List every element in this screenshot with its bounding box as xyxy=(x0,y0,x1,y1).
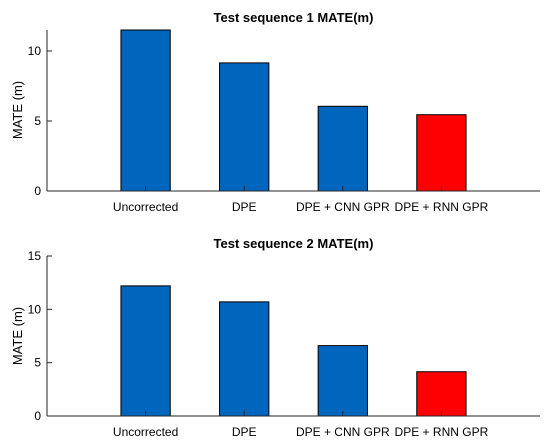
x-tick-label: Uncorrected xyxy=(113,425,178,439)
bar-dpe-rnn-gpr xyxy=(416,114,467,192)
x-tick-label: DPE + RNN GPR xyxy=(395,425,489,439)
x-tick-label: DPE + CNN GPR xyxy=(296,425,390,439)
x-tick-label: DPE xyxy=(232,200,257,214)
chart-title: Test sequence 1 MATE(m) xyxy=(214,10,374,25)
y-tick-label: 0 xyxy=(34,184,41,198)
bar-dpe-cnn-gpr xyxy=(317,105,368,192)
bar-dpe xyxy=(219,62,270,192)
x-tick-label: DPE + RNN GPR xyxy=(395,200,489,214)
x-tick-label: DPE + CNN GPR xyxy=(296,200,390,214)
y-tick-label: 0 xyxy=(34,409,41,423)
chart-panel-2: Test sequence 2 MATE(m) 0 5 10 15 Uncorrected… xyxy=(10,236,540,439)
bar-dpe-rnn-gpr xyxy=(416,371,467,417)
bar-uncorrected xyxy=(120,29,171,192)
bar-dpe-cnn-gpr xyxy=(317,345,368,417)
x-tick-label: DPE xyxy=(232,425,257,439)
bar-uncorrected xyxy=(120,285,171,417)
chart-title: Test sequence 2 MATE(m) xyxy=(214,236,374,251)
y-axis-label: MATE (m) xyxy=(10,81,25,139)
y-tick-label: 10 xyxy=(28,44,42,58)
y-axis-label: MATE (m) xyxy=(10,307,25,365)
y-tick-label: 5 xyxy=(34,114,41,128)
x-tick-label: Uncorrected xyxy=(113,200,178,214)
chart-panel-1: Test sequence 1 MATE(m) 0 5 10 Uncorrected DP… xyxy=(10,10,540,214)
y-tick-label: 5 xyxy=(34,356,41,370)
bar-dpe xyxy=(219,301,270,417)
y-tick-label: 10 xyxy=(28,302,42,316)
y-tick-label: 15 xyxy=(28,249,42,263)
